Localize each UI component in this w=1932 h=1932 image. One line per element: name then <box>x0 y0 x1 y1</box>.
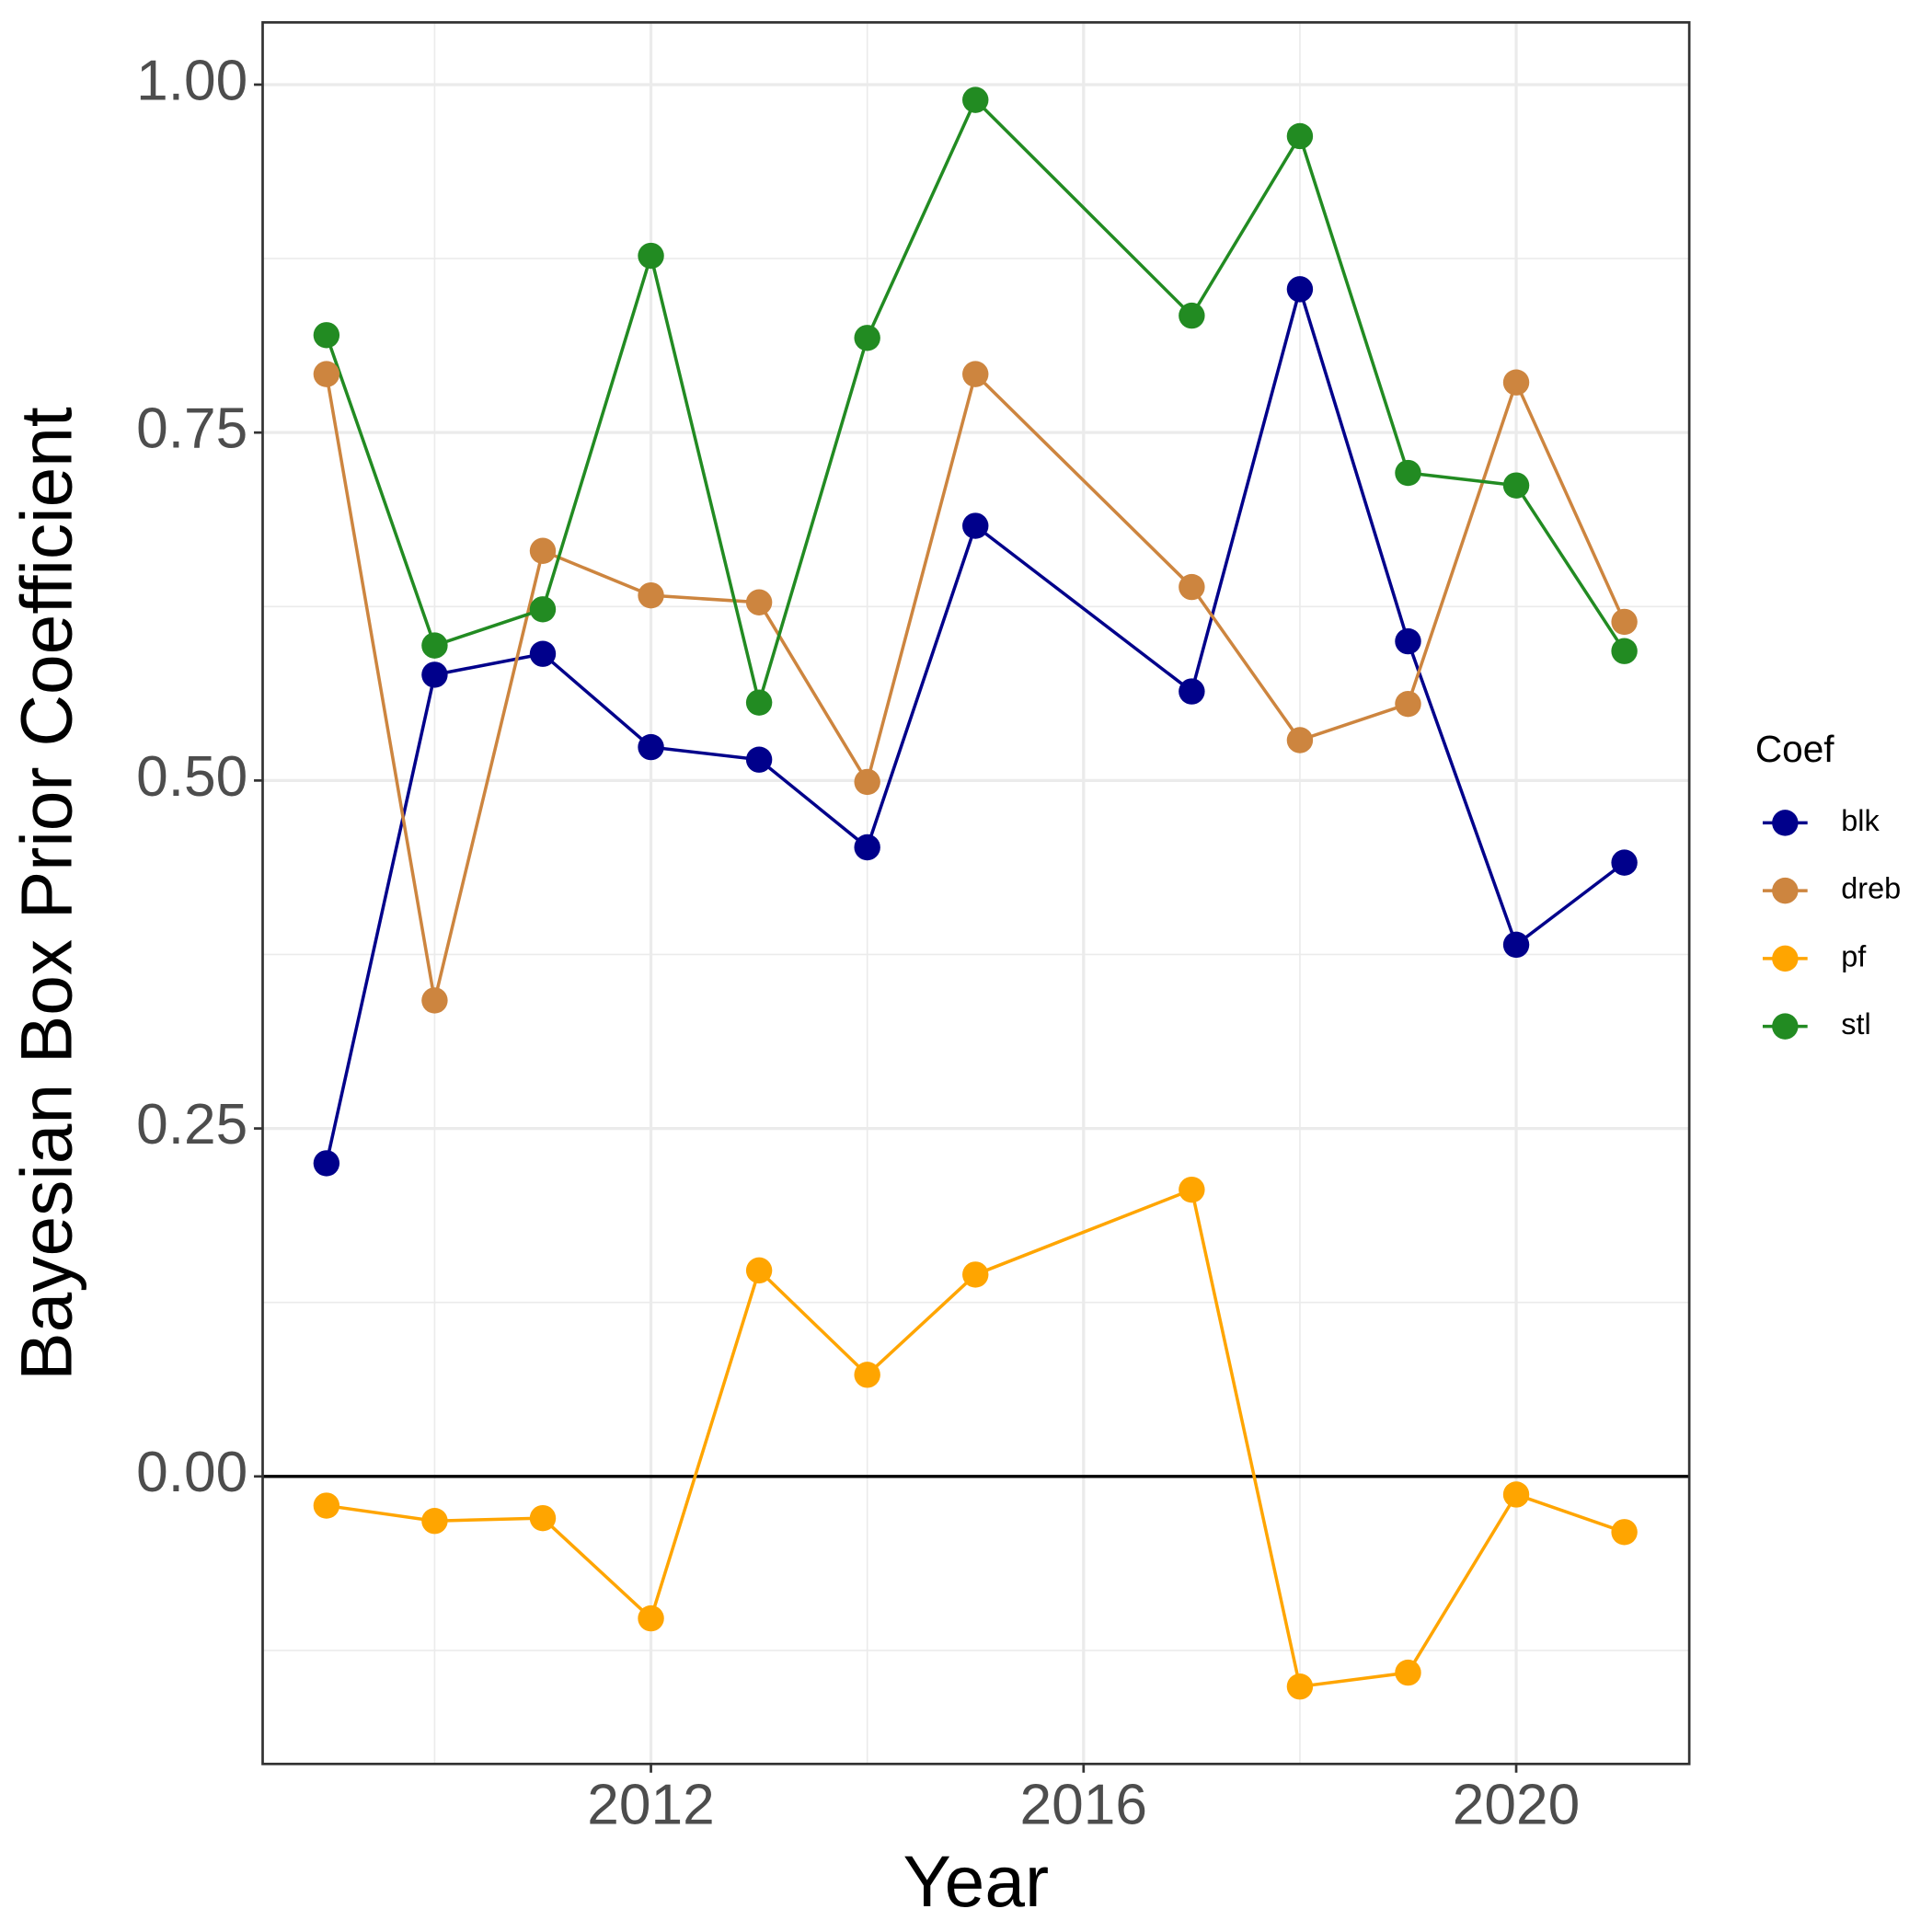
data-point <box>962 1261 989 1288</box>
data-point <box>962 86 989 113</box>
y-tick-label: 1.00 <box>136 49 247 112</box>
data-point <box>1286 276 1314 303</box>
data-point <box>1179 678 1205 705</box>
data-point <box>638 242 664 270</box>
x-tick-label: 2012 <box>587 1773 714 1836</box>
data-point <box>421 1507 448 1535</box>
data-point <box>638 733 664 761</box>
data-point <box>745 589 773 615</box>
data-point <box>1286 122 1314 150</box>
data-point <box>1395 459 1421 487</box>
data-point <box>1395 627 1421 655</box>
plot-border <box>261 21 1691 1765</box>
data-point <box>1502 369 1530 396</box>
data-point <box>1611 1519 1638 1546</box>
series-line <box>326 1187 1626 1689</box>
legend-key-point <box>1772 945 1799 972</box>
data-point <box>1286 1673 1314 1700</box>
data-point <box>313 361 340 387</box>
data-point <box>1179 573 1205 601</box>
legend-key-point <box>1772 877 1799 904</box>
series-line <box>325 371 1627 1001</box>
data-point <box>745 689 773 716</box>
data-point <box>1502 931 1530 959</box>
data-point <box>1179 302 1205 329</box>
data-point <box>854 834 880 861</box>
data-point <box>962 512 989 539</box>
data-point <box>1286 727 1314 753</box>
data-point <box>745 1257 773 1284</box>
data-point <box>313 1150 340 1177</box>
data-point <box>1611 849 1638 876</box>
data-point <box>1611 608 1638 636</box>
data-point <box>529 596 557 623</box>
x-tick-label: 2016 <box>1020 1773 1147 1836</box>
legend-label: pf <box>1841 939 1867 972</box>
data-point <box>421 661 448 688</box>
data-point <box>1395 1659 1421 1686</box>
y-tick-label: 0.00 <box>136 1441 247 1504</box>
data-point <box>638 581 664 609</box>
data-point <box>638 1604 664 1632</box>
legend-label: dreb <box>1841 872 1901 905</box>
series-line <box>325 97 1627 709</box>
y-tick-label: 0.25 <box>136 1093 247 1156</box>
legend-key-point <box>1772 810 1799 836</box>
data-point <box>421 632 448 659</box>
legend-label: blk <box>1841 804 1880 837</box>
data-point <box>313 1492 340 1519</box>
legend-title: Coef <box>1755 728 1834 770</box>
data-point <box>529 640 557 667</box>
data-point <box>529 1504 557 1532</box>
y-tick-label: 0.75 <box>136 397 247 461</box>
data-point <box>745 746 773 773</box>
y-tick-label: 0.50 <box>136 745 247 809</box>
data-point <box>854 325 880 351</box>
legend-key-point <box>1772 1013 1799 1040</box>
data-point <box>854 1362 880 1388</box>
data-point <box>962 361 989 387</box>
x-tick-label: 2020 <box>1453 1773 1580 1836</box>
data-point <box>421 987 448 1014</box>
y-axis-title: Bayesian Box Prior Coefficient <box>6 407 87 1381</box>
data-point <box>1502 472 1530 499</box>
data-point <box>1611 638 1638 664</box>
data-point <box>1395 690 1421 718</box>
data-point <box>529 537 557 564</box>
legend-label: stl <box>1841 1007 1870 1041</box>
x-axis-title: Year <box>903 1841 1050 1922</box>
series-line <box>325 283 1626 1164</box>
data-point <box>1502 1481 1530 1508</box>
data-point <box>854 768 880 796</box>
data-point <box>1179 1176 1205 1203</box>
data-point <box>313 322 340 349</box>
